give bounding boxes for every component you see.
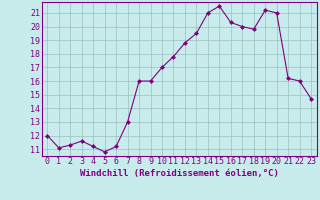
X-axis label: Windchill (Refroidissement éolien,°C): Windchill (Refroidissement éolien,°C) bbox=[80, 169, 279, 178]
